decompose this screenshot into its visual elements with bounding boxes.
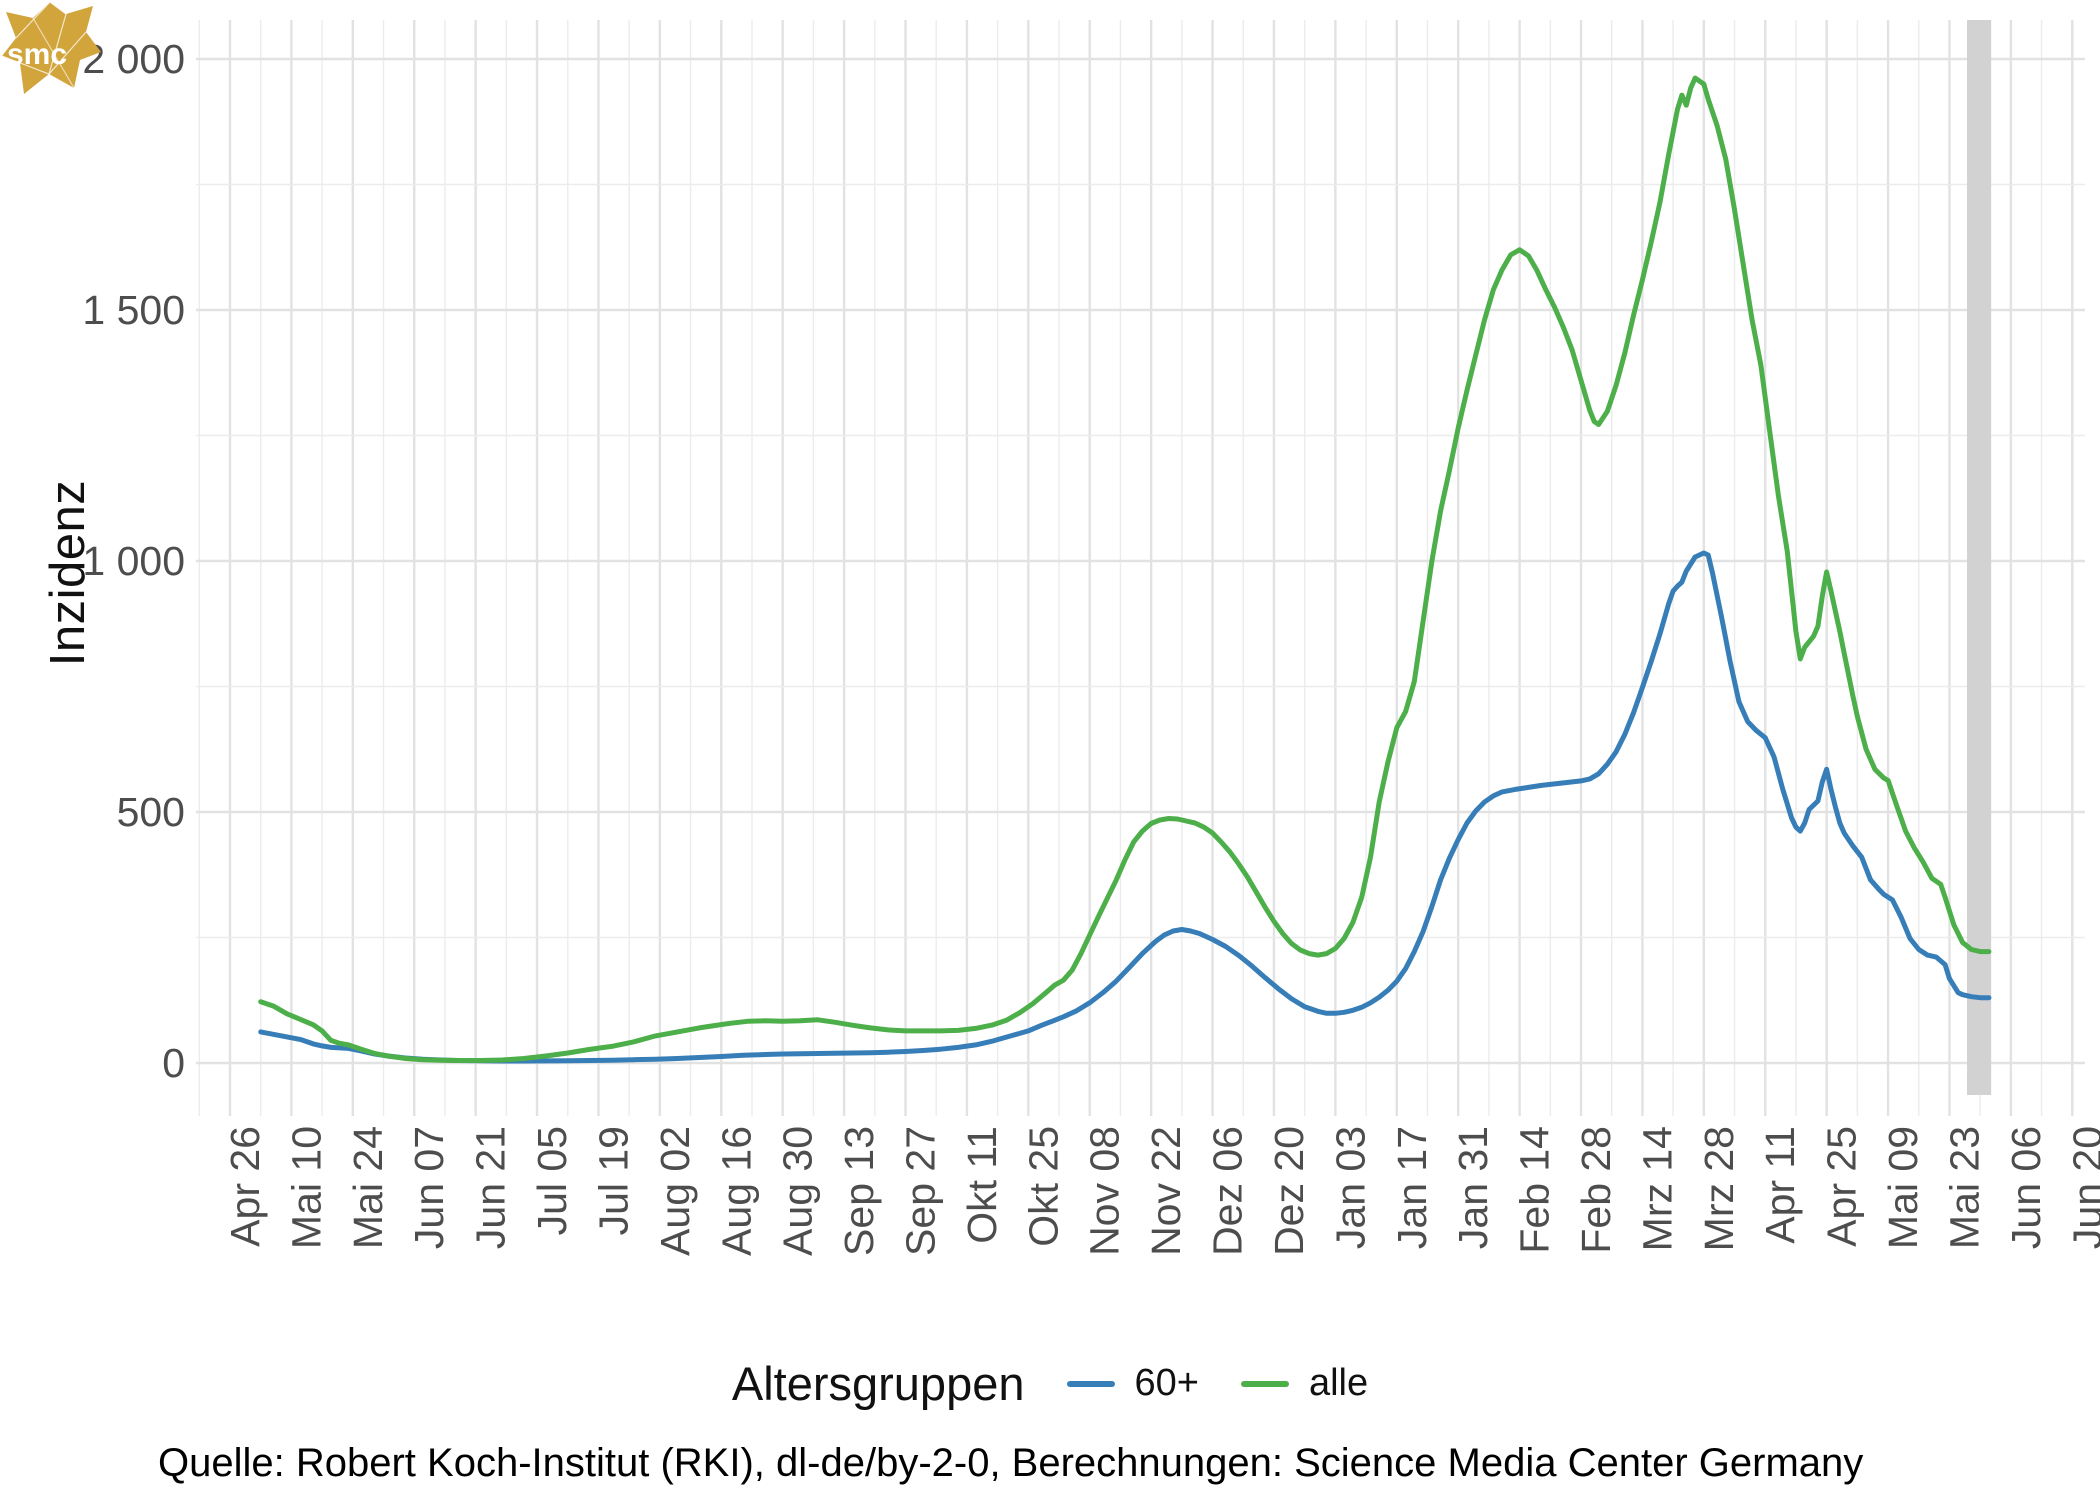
legend-label-60plus: 60+ xyxy=(1134,1362,1199,1404)
y-tick-label: 2 000 xyxy=(82,36,185,82)
x-tick-label: Nov 08 xyxy=(1082,1126,1128,1256)
x-tick-label: Mai 09 xyxy=(1880,1126,1926,1249)
x-tick-label: Okt 25 xyxy=(1020,1126,1066,1247)
x-tick-label: Nov 22 xyxy=(1143,1126,1189,1256)
legend-line-swatch-alle xyxy=(1240,1380,1289,1387)
legend-title: Altersgruppen xyxy=(731,1357,1025,1410)
x-tick-label: Mai 24 xyxy=(345,1126,391,1249)
x-tick-label: Feb 28 xyxy=(1573,1126,1619,1254)
x-tick-label: Jul 19 xyxy=(591,1126,637,1235)
x-tick-label: Aug 16 xyxy=(713,1126,759,1256)
x-tick-label: Apr 11 xyxy=(1757,1126,1803,1244)
x-tick-label: Mai 10 xyxy=(283,1126,329,1249)
x-tick-label: Aug 02 xyxy=(652,1126,698,1256)
x-tick-label: Apr 25 xyxy=(1819,1126,1865,1247)
x-tick-label: Mrz 14 xyxy=(1634,1126,1680,1251)
legend-item-alle: alle xyxy=(1240,1362,1369,1405)
y-tick-label: 500 xyxy=(117,789,185,835)
x-tick-label: Jun 07 xyxy=(406,1126,452,1249)
smc-logo: smc xyxy=(1,1,101,94)
x-tick-label: Jun 21 xyxy=(468,1126,514,1249)
x-tick-label: Jun 20 xyxy=(2064,1126,2100,1249)
x-tick-label: Apr 26 xyxy=(222,1126,268,1247)
x-tick-label: Feb 14 xyxy=(1512,1126,1558,1254)
legend-item-60plus: 60+ xyxy=(1066,1362,1199,1405)
y-tick-label: 0 xyxy=(162,1040,185,1086)
x-tick-label: Sep 13 xyxy=(836,1126,882,1256)
x-tick-label: Jan 31 xyxy=(1450,1126,1496,1249)
x-tick-label: Jul 05 xyxy=(529,1126,575,1235)
x-tick-label: Jan 03 xyxy=(1327,1126,1373,1249)
x-tick-label: Mrz 28 xyxy=(1696,1126,1742,1251)
x-tick-label: Dez 20 xyxy=(1266,1126,1312,1256)
legend-label-alle: alle xyxy=(1308,1362,1369,1404)
smc-logo-text: smc xyxy=(7,38,67,71)
x-tick-label: Dez 06 xyxy=(1205,1126,1251,1256)
series-line-alle xyxy=(258,75,1992,1063)
y-tick-label: 1 500 xyxy=(82,287,185,333)
x-tick-label: Sep 27 xyxy=(898,1126,944,1256)
x-tick-label: Aug 30 xyxy=(775,1126,821,1256)
x-tick-label: Okt 11 xyxy=(959,1126,1005,1244)
x-tick-label: Jan 17 xyxy=(1389,1126,1435,1249)
y-axis-title: Inzidenz xyxy=(41,479,95,667)
y-tick-label: 1 000 xyxy=(82,538,185,584)
x-tick-label: Jun 06 xyxy=(2003,1126,2049,1249)
legend: Altersgruppen 60+ alle xyxy=(0,1356,2100,1411)
series-line-60plus xyxy=(258,550,1992,1064)
x-tick-label: Mai 23 xyxy=(1942,1126,1988,1249)
recent-data-highlight-band xyxy=(1967,20,1992,1095)
legend-line-swatch-60plus xyxy=(1066,1380,1115,1387)
source-caption: Quelle: Robert Koch-Institut (RKI), dl-d… xyxy=(158,1441,1864,1485)
